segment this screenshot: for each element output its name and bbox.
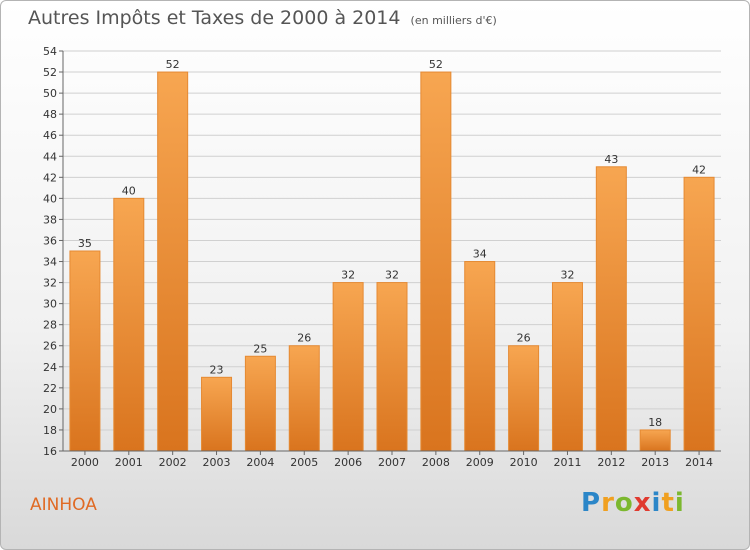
bar-value-label: 32 [560,269,574,282]
bar-value-label: 43 [604,153,618,166]
bar-value-label: 23 [210,363,224,376]
logo-letter: t [661,488,675,518]
y-tick-label: 32 [43,277,57,290]
y-tick-label: 30 [43,298,57,311]
y-tick-label: 16 [43,445,57,458]
y-tick-label: 54 [43,45,57,58]
logo-letter: P [581,488,602,518]
x-tick-label: 2010 [510,456,538,469]
bar [332,282,364,452]
x-tick-label: 2005 [290,456,318,469]
y-tick-label: 50 [43,87,57,100]
bar [464,261,496,452]
bar [201,376,233,452]
x-tick-label: 2014 [685,456,713,469]
bar [595,166,627,452]
bar-value-label: 26 [297,332,311,345]
bar-value-label: 26 [517,332,531,345]
bar-value-label: 52 [429,58,443,71]
x-tick-label: 2012 [597,456,625,469]
bar [244,355,276,452]
bar [113,197,145,452]
y-tick-label: 24 [43,361,57,374]
bar-layer [69,71,715,452]
y-tick-label: 40 [43,192,57,205]
bar [551,282,583,452]
x-tick-label: 2013 [641,456,669,469]
chart-title: Autres Impôts et Taxes de 2000 à 2014 (e… [28,7,497,29]
x-tick-label: 2008 [422,456,450,469]
y-tick-label: 38 [43,213,57,226]
bar-value-label: 35 [78,237,92,250]
x-tick-label: 2002 [159,456,187,469]
proxiti-logo: Proxiti [581,488,685,518]
x-tick-label: 2011 [553,456,581,469]
y-tick-label: 18 [43,424,57,437]
y-tick-label: 34 [43,256,57,269]
bar-value-label: 52 [166,58,180,71]
bar-value-label: 42 [692,163,706,176]
x-tick-label: 2007 [378,456,406,469]
x-tick-label: 2000 [71,456,99,469]
y-tick-label: 52 [43,66,57,79]
chart-unit: (en milliers d'€) [410,14,497,27]
bar [376,282,408,452]
commune-name: AINHOA [30,495,97,515]
bar [683,176,715,452]
bar-value-label: 34 [473,248,487,261]
bar [157,71,189,452]
bar-value-label: 32 [341,269,355,282]
y-tick-label: 42 [43,171,57,184]
y-tick-label: 46 [43,129,57,142]
x-tick-label: 2001 [115,456,143,469]
logo-letter: x [633,488,652,518]
bar [508,345,540,452]
x-tick-label: 2009 [466,456,494,469]
logo-letter: o [614,488,634,518]
x-tick-label: 2003 [203,456,231,469]
bar-value-label: 32 [385,269,399,282]
x-tick-label: 2006 [334,456,362,469]
logo-letter: i [674,488,685,518]
logo-letter: r [601,488,615,518]
bar [288,345,320,452]
bar-value-label: 25 [253,342,267,355]
y-tick-label: 20 [43,403,57,416]
logo-letter: i [651,488,662,518]
y-tick-label: 48 [43,108,57,121]
x-tick-label: 2004 [246,456,274,469]
bar [69,250,101,452]
chart-title-text: Autres Impôts et Taxes de 2000 à 2014 [28,7,401,29]
bar-value-label: 18 [648,416,662,429]
y-tick-label: 36 [43,234,57,247]
axis-layer: 16 18 20 22 24 26 28 30 32 34 36 38 40 42 44 46 48 50 52 54… [43,45,721,469]
label-layer: 35 40 52 23 25 26 32 32 52 34 26 32 43 18 42 [78,58,706,429]
bar [420,71,452,452]
y-tick-label: 44 [43,150,57,163]
bar-value-label: 40 [122,184,136,197]
bar [639,429,671,452]
y-tick-label: 22 [43,382,57,395]
y-tick-label: 26 [43,340,57,353]
y-tick-label: 28 [43,319,57,332]
